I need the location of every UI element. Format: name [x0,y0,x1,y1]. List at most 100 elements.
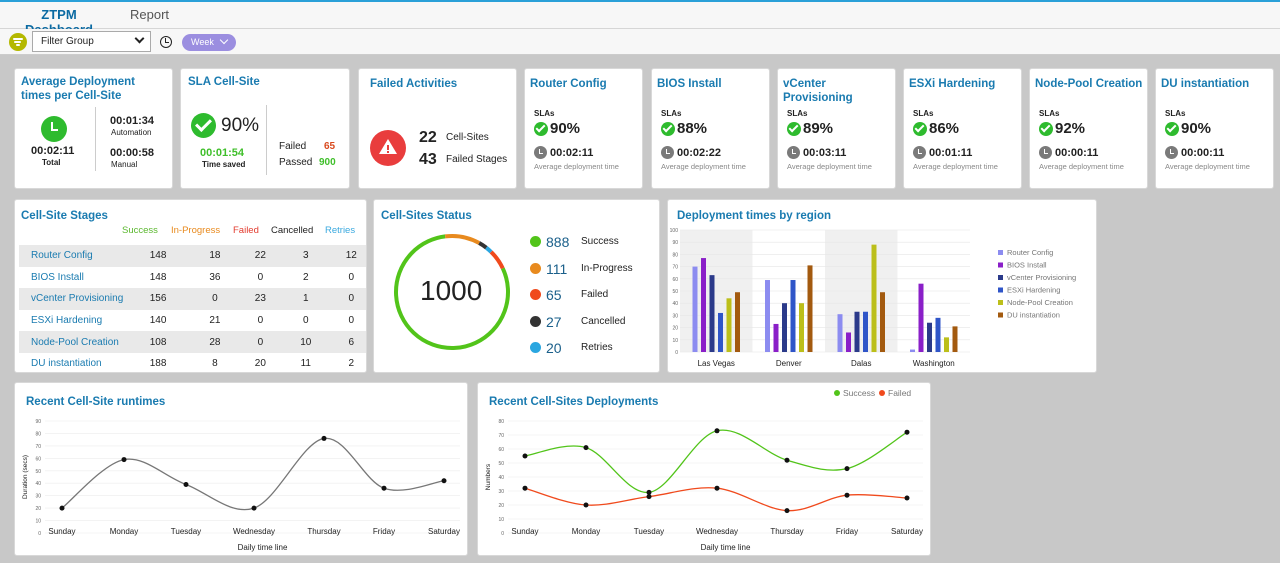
stage-cell: 23 [237,288,284,310]
y-tick-label: 60 [498,447,504,453]
stage-cell: 0 [348,271,355,283]
period-label: Week [191,37,214,47]
bar [854,311,860,352]
data-point [646,494,652,500]
table-row[interactable]: BIOS Install 148 36 0 2 0 [19,267,366,289]
data-point [522,453,528,459]
check-circle-icon [913,122,927,136]
stage-cell: 156 [124,288,193,310]
status-item-success: 888 Success [530,234,650,250]
filter-icon[interactable] [9,33,27,51]
card-title: Average Deployment times per Cell-Site [21,76,135,102]
x-tick-label: Saturday [428,527,460,536]
legend-label: ESXi Hardening [1007,286,1060,295]
column-header-cancelled: Cancelled [271,225,314,236]
avg-time: 00:03:11 [803,147,847,159]
tab-report[interactable]: Report [130,7,170,22]
data-point [714,428,720,434]
legend-label: Router Config [1007,248,1053,257]
x-tick-label: Saturday [891,527,923,536]
stage-cell: 108 [124,331,193,353]
sla-label: SLAs [913,109,934,118]
table-row[interactable]: Node-Pool Creation 108 28 0 10 6 [19,331,366,353]
filter-group-select[interactable]: Filter Group [32,31,151,52]
y-tick-label: 50 [35,469,41,475]
status-value: 20 [546,340,562,356]
series-line [61,437,445,511]
sla-percent: 92% [1055,120,1086,137]
table-row[interactable]: Router Config 148 18 22 3 12 [19,245,366,267]
data-point [522,485,528,491]
x-tick-label: Monday [572,527,600,536]
series-line [524,429,908,494]
clock-icon[interactable] [160,36,172,48]
sla-card-du-instantiation: DU instantiation SLAs 90% 00:00:11 Average d… [1155,68,1274,189]
table-row[interactable]: vCenter Provisioning 156 0 23 1 0 [19,288,366,310]
stage-cell: 0 [237,331,284,353]
status-dot [530,262,541,274]
data-point [583,445,589,451]
avg-time-label: Average deployment time [1165,162,1250,171]
bar [927,322,932,352]
y-tick-label: 40 [672,301,678,307]
stage-cell: 11 [300,358,311,370]
failed-activities-card: Failed Activities 22 Cell-Sites 43 Faile… [358,68,517,189]
recent-runtimes-card: Recent Cell-Site runtimes 0 10 20 30 40 50 60 7… [14,382,468,556]
tab-ztpm-dashboard[interactable]: ZTPM Dashboard [10,7,108,37]
check-circle-icon [534,122,548,136]
stage-cell: 0 [257,315,264,327]
data-point [784,457,790,463]
table-row[interactable]: DU instantiation 188 8 20 11 2 [19,353,366,372]
y-tick-label: 10 [672,338,678,344]
divider [266,105,267,175]
sla-percent: 90% [1181,120,1212,137]
legend-swatch [998,262,1003,268]
data-point [904,495,910,501]
card-title: Failed Activities [370,78,458,90]
period-select[interactable]: Week [182,34,236,51]
stage-cell: 12 [328,245,366,267]
bar [692,266,698,352]
y-tick-label: 50 [498,461,504,467]
status-dot [530,236,541,247]
card-title: Router Config [530,78,607,90]
chevron-down-icon [134,33,145,44]
y-tick-label: 70 [35,444,41,450]
sla-card-bios-install: BIOS Install SLAs 88% 00:02:22 Average deplo… [651,68,770,189]
y-tick-label: 60 [672,277,678,283]
avg-time-label: Average deployment time [661,162,746,171]
status-donut [394,234,510,350]
avg-time: 00:00:11 [1181,147,1225,159]
chart-title: Recent Cell-Sites Deployments [489,396,659,408]
table-row[interactable]: ESXi Hardening 140 21 0 0 0 [19,310,366,332]
x-tick-label: Friday [836,527,858,536]
deployment-by-region-card: Deployment times by region 0 10 20 30 40 50 60… [667,199,1097,373]
sla-label: SLAs [1039,109,1060,118]
avg-time: 00:00:11 [1055,147,1099,159]
sla-card-vcenter-provisioning: vCenter Provisioning SLAs 89% 00:03:11 Avera… [777,68,896,189]
total-time: 00:02:11 [31,145,75,157]
stage-cell: 0 [348,315,355,327]
x-tick-label: Monday [110,527,138,536]
clock-icon [534,146,547,159]
y-tick-label: 100 [670,228,679,234]
avg-time-label: Average deployment time [534,162,619,171]
y-tick-label: 30 [35,494,41,500]
clock-icon [41,116,67,142]
y-tick-label: 70 [498,433,504,439]
data-point [121,457,127,463]
card-title: SLA Cell-Site [188,76,260,88]
y-tick-label: 70 [672,265,678,271]
runtimes-line-chart: 0 10 20 30 40 50 60 70 80 90 Sunday Monday Tuesday We… [22,419,460,552]
stage-cell: 6 [328,331,366,353]
sla-percent: 90% [221,115,260,136]
status-total: 1000 [420,275,483,306]
manual-time: 00:00:58 [110,147,155,159]
chart-title: Recent Cell-Site runtimes [26,396,166,408]
stage-cell: 10 [283,331,329,353]
legend-swatch [998,275,1003,280]
time-saved-value: 00:01:54 [200,147,245,159]
status-label: In-Progress [581,262,633,274]
y-tick-label: 80 [35,431,41,437]
bar [837,314,843,352]
